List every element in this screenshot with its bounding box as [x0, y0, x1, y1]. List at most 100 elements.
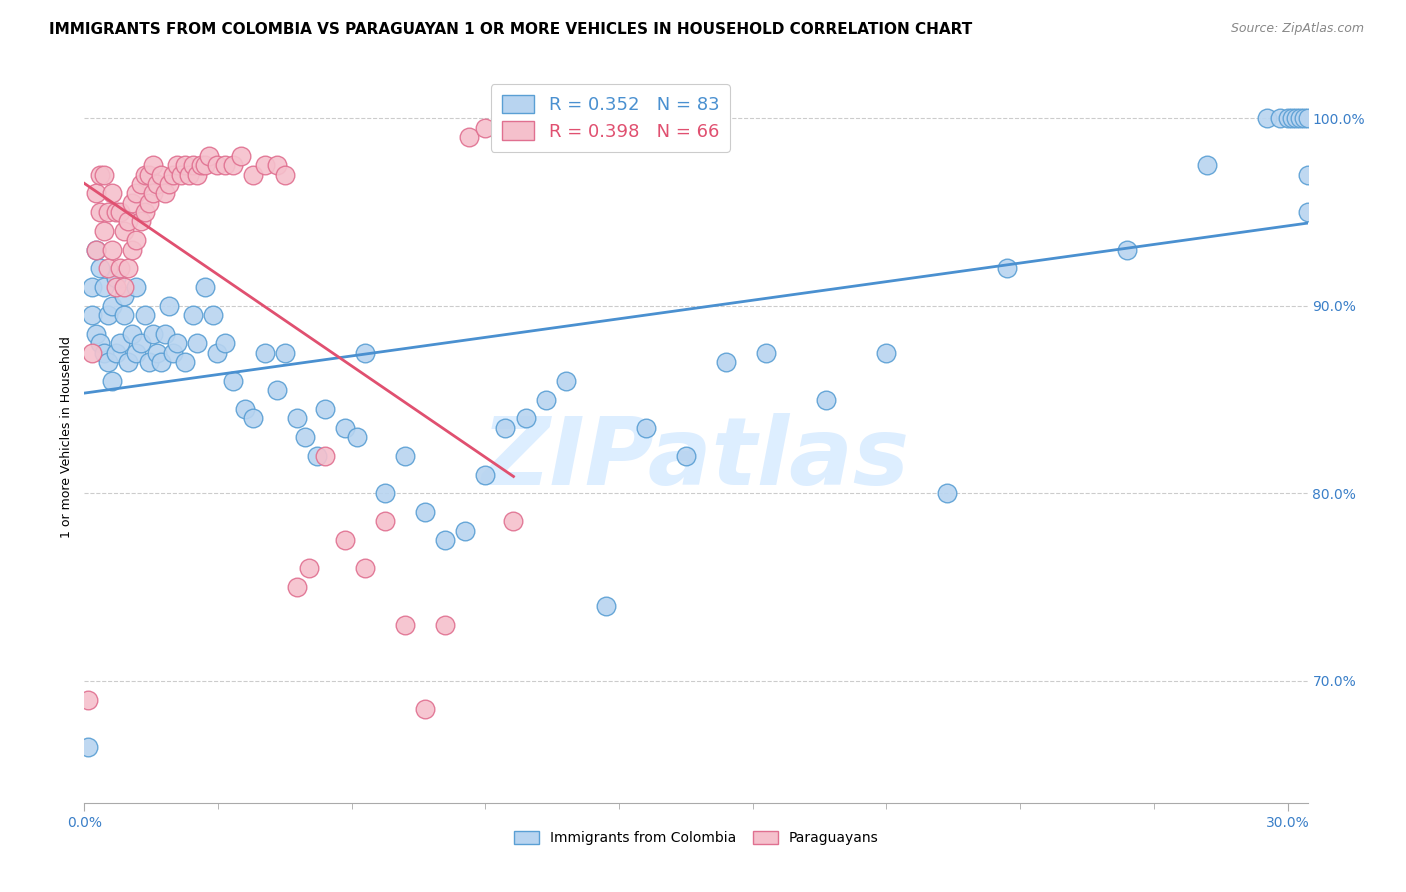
Point	[157, 177, 180, 191]
Point	[935, 486, 957, 500]
Point	[101, 374, 124, 388]
Point	[134, 205, 156, 219]
Point	[634, 420, 657, 434]
Point	[181, 308, 204, 322]
Point	[298, 561, 321, 575]
Point	[138, 355, 160, 369]
Point	[93, 224, 115, 238]
Point	[995, 261, 1018, 276]
Point	[394, 449, 416, 463]
Point	[162, 168, 184, 182]
Point	[434, 617, 457, 632]
Point	[121, 326, 143, 341]
Text: ZIPatlas: ZIPatlas	[482, 413, 910, 505]
Point	[110, 261, 132, 276]
Point	[77, 692, 100, 706]
Point	[101, 243, 124, 257]
Point	[1197, 158, 1219, 172]
Point	[134, 168, 156, 182]
Point	[354, 345, 377, 359]
Point	[153, 326, 176, 341]
Point	[222, 374, 245, 388]
Point	[77, 739, 100, 754]
Point	[93, 345, 115, 359]
Point	[149, 168, 172, 182]
Point	[82, 280, 104, 294]
Point	[145, 345, 167, 359]
Point	[285, 411, 308, 425]
Point	[305, 449, 328, 463]
Point	[162, 345, 184, 359]
Point	[534, 392, 557, 407]
Point	[141, 158, 163, 172]
Point	[181, 158, 204, 172]
Point	[346, 430, 368, 444]
Point	[595, 599, 617, 613]
Point	[149, 355, 172, 369]
Point	[274, 168, 297, 182]
Point	[153, 186, 176, 201]
Point	[333, 420, 356, 434]
Point	[1116, 243, 1139, 257]
Point	[117, 214, 139, 228]
Point	[117, 355, 139, 369]
Point	[314, 401, 336, 416]
Point	[675, 449, 697, 463]
Point	[214, 336, 236, 351]
Point	[197, 149, 219, 163]
Point	[474, 467, 496, 482]
Point	[294, 430, 316, 444]
Point	[1284, 112, 1306, 126]
Point	[117, 261, 139, 276]
Point	[125, 345, 148, 359]
Point	[105, 205, 128, 219]
Point	[110, 205, 132, 219]
Point	[1292, 112, 1315, 126]
Point	[201, 308, 224, 322]
Point	[186, 336, 208, 351]
Point	[125, 186, 148, 201]
Point	[105, 270, 128, 285]
Point	[454, 524, 477, 538]
Point	[266, 383, 288, 397]
Point	[242, 411, 264, 425]
Point	[285, 580, 308, 594]
Point	[169, 168, 191, 182]
Text: IMMIGRANTS FROM COLOMBIA VS PARAGUAYAN 1 OR MORE VEHICLES IN HOUSEHOLD CORRELATI: IMMIGRANTS FROM COLOMBIA VS PARAGUAYAN 1…	[49, 22, 973, 37]
Point	[434, 533, 457, 548]
Point	[1288, 112, 1310, 126]
Point	[205, 158, 228, 172]
Point	[474, 120, 496, 135]
Point	[815, 392, 838, 407]
Point	[190, 158, 212, 172]
Point	[354, 561, 377, 575]
Point	[97, 355, 120, 369]
Point	[194, 158, 217, 172]
Point	[105, 280, 128, 294]
Point	[97, 308, 120, 322]
Point	[114, 308, 136, 322]
Point	[138, 195, 160, 210]
Point	[82, 308, 104, 322]
Point	[86, 243, 108, 257]
Point	[233, 401, 256, 416]
Point	[1256, 112, 1278, 126]
Point	[129, 214, 152, 228]
Point	[89, 336, 111, 351]
Point	[97, 205, 120, 219]
Point	[97, 261, 120, 276]
Point	[458, 130, 481, 145]
Point	[253, 345, 276, 359]
Point	[333, 533, 356, 548]
Point	[89, 261, 111, 276]
Point	[1296, 205, 1319, 219]
Point	[1296, 168, 1319, 182]
Point	[114, 280, 136, 294]
Point	[274, 345, 297, 359]
Point	[121, 243, 143, 257]
Point	[141, 186, 163, 201]
Point	[105, 345, 128, 359]
Point	[714, 355, 737, 369]
Point	[166, 158, 188, 172]
Point	[413, 505, 436, 519]
